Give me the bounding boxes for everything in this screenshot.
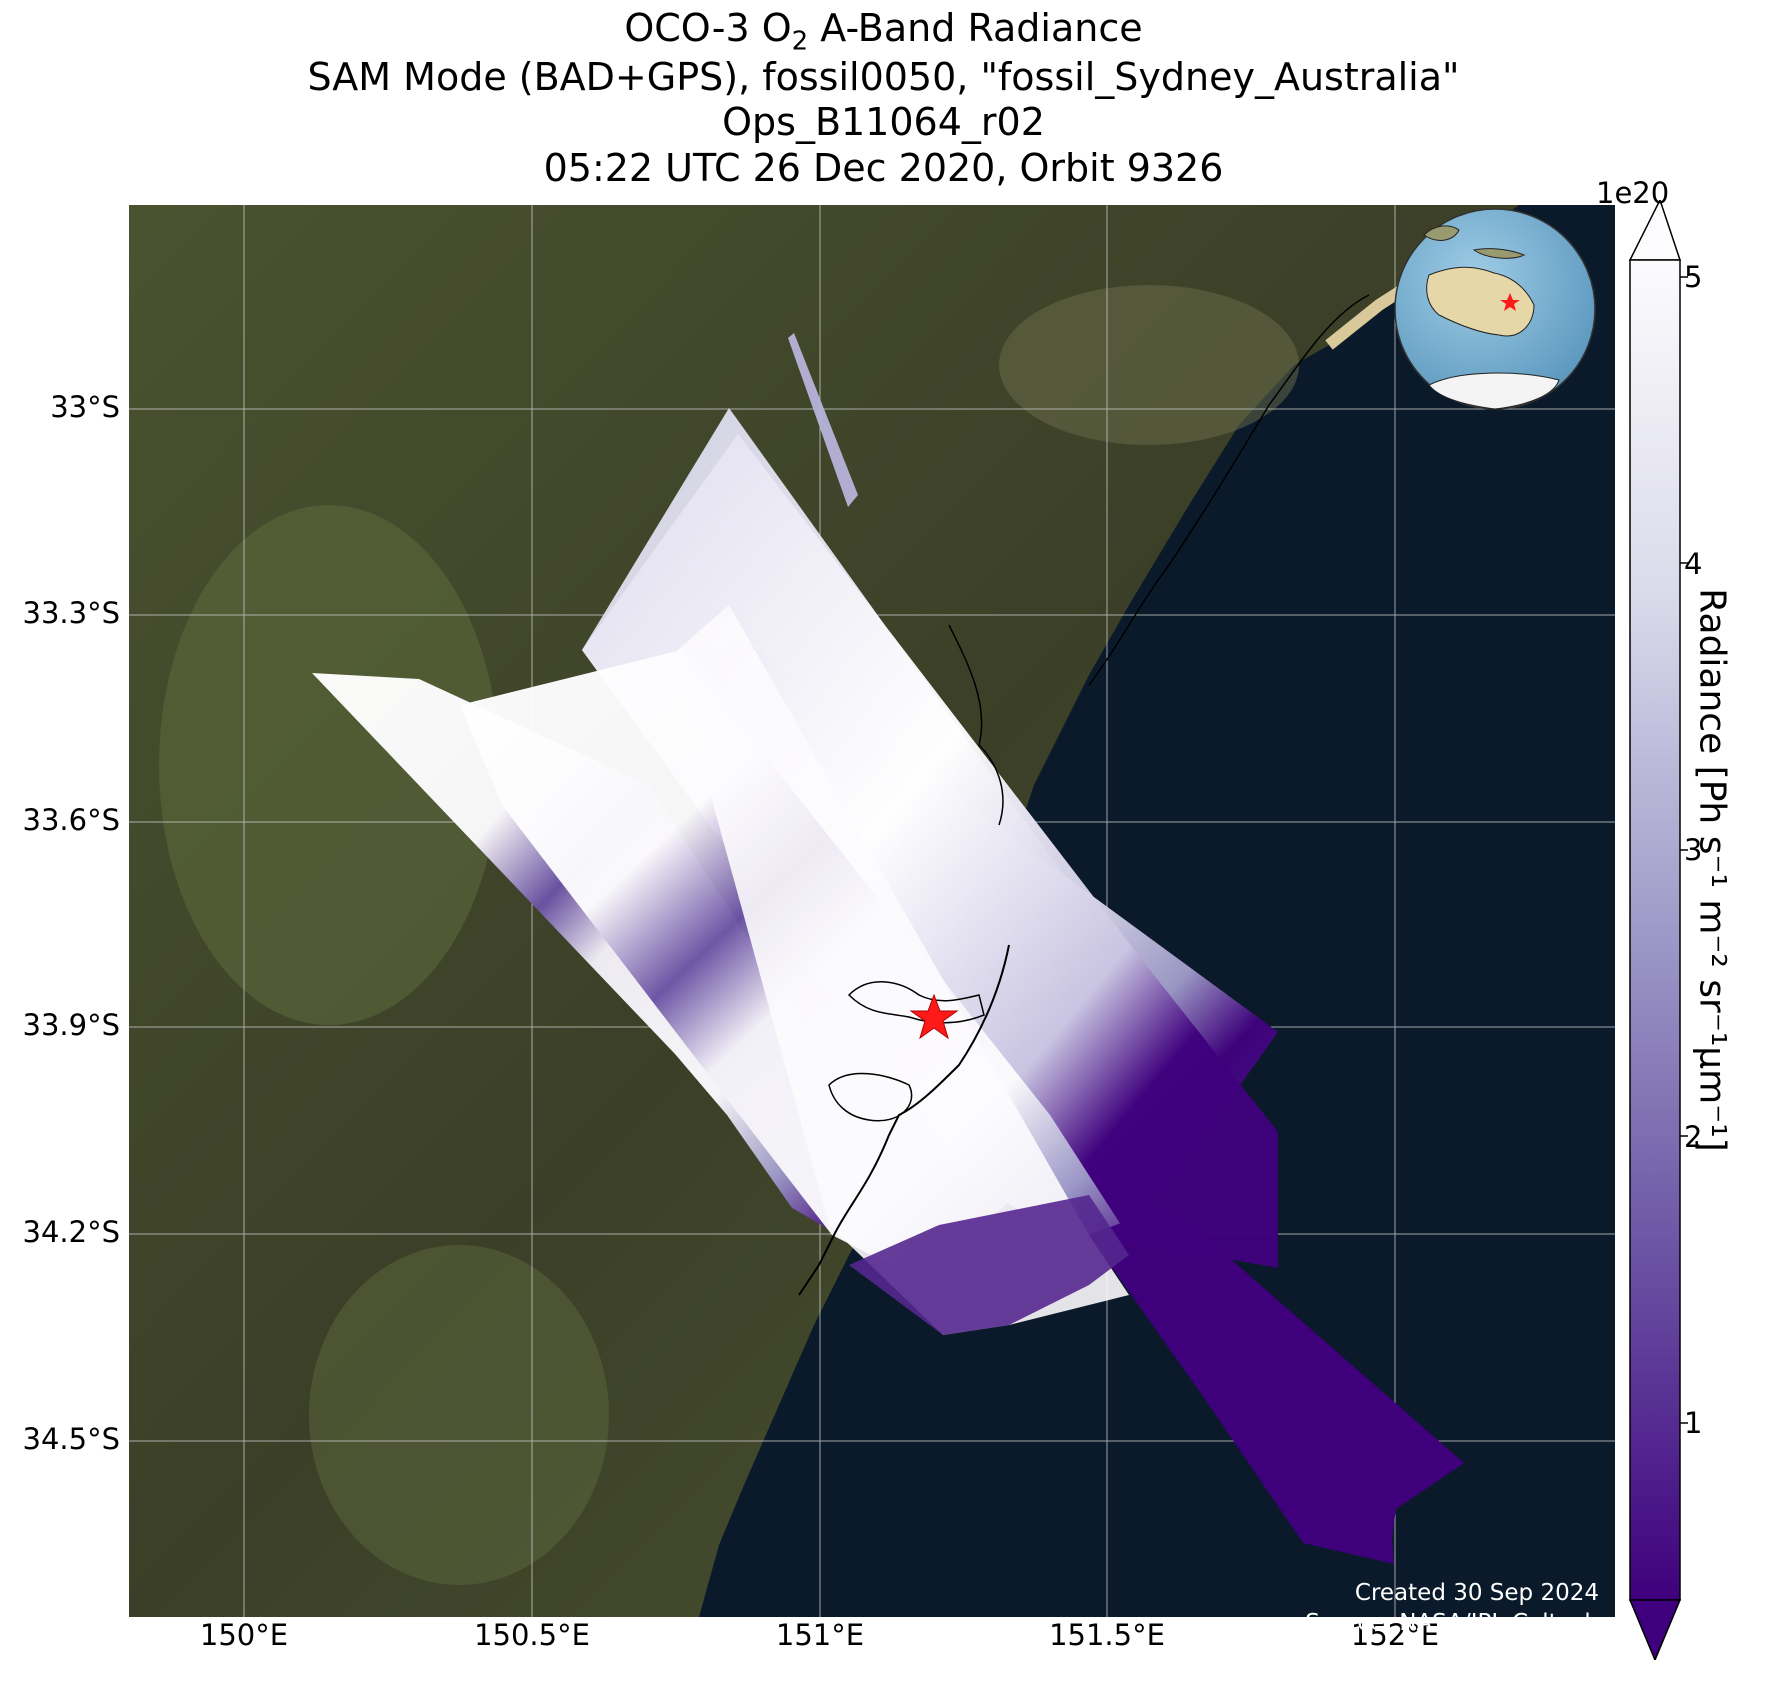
colorbar-tick-label: 2 (1684, 1120, 1703, 1154)
colorbar-tick-label: 1 (1684, 1406, 1703, 1440)
title-line-1-post: A-Band Radiance (808, 6, 1143, 50)
title-line-1-sub: 2 (791, 26, 809, 57)
lon-tick-label: 151.5°E (1049, 1618, 1165, 1652)
colorbar-bottom-extend (1628, 1599, 1682, 1660)
title-line-1-pre: OCO-3 O (624, 6, 792, 50)
title-line-3: Ops_B11064_r02 (722, 100, 1045, 144)
globe-antarctica (1428, 372, 1560, 410)
lat-tick-label: 34.2°S (22, 1215, 120, 1249)
radiance-swath-7 (672, 605, 1129, 1335)
globe-target-star-icon (1500, 293, 1520, 311)
title-line-1: OCO-3 O2 A-Band Radiance (0, 6, 1767, 64)
radiance-swath-4 (582, 434, 1278, 1268)
colorbar-label-wrap: Radiance [Ph s⁻¹ m⁻² sr⁻¹μm⁻¹] (1692, 588, 1752, 1151)
globe-asia (1423, 225, 1460, 241)
globe-inset (1394, 208, 1596, 410)
coastline (798, 944, 1010, 1296)
title-line-4: 05:22 UTC 26 Dec 2020, Orbit 9326 (543, 146, 1224, 190)
globe-australia (1426, 266, 1535, 337)
lon-tick-label: 152°E (1350, 1618, 1440, 1652)
map-panel (129, 205, 1615, 1617)
lon-tick-label: 150°E (199, 1618, 289, 1652)
radiance-swath-5 (312, 673, 849, 1235)
lon-tick-label: 151°E (775, 1618, 865, 1652)
globe-new-guinea (1472, 248, 1526, 259)
coast-north (1088, 294, 1370, 686)
source-credit: Source: NASA/JPL-Caltech (1305, 1610, 1599, 1636)
lon-tick-label: 150.5°E (474, 1618, 590, 1652)
colorbar-gradient (1629, 259, 1681, 1601)
colorbar-tick-label: 4 (1684, 547, 1703, 581)
title-line-2: SAM Mode (BAD+GPS), fossil0050, "fossil_… (307, 55, 1460, 99)
lat-tick-label: 33.9°S (22, 1008, 120, 1042)
estuary-outline (948, 624, 1004, 826)
lat-tick-label: 33.6°S (22, 803, 120, 837)
land-patch (999, 285, 1299, 445)
harbour-outline (847, 981, 985, 1024)
radiance-swath-9 (849, 1195, 1129, 1335)
land-patch (309, 1245, 609, 1585)
lat-tick-label: 34.5°S (22, 1422, 120, 1456)
radiance-swath-10 (788, 333, 858, 507)
colorbar-tick-label: 3 (1684, 833, 1703, 867)
colorbar-tick-label: 5 (1684, 260, 1703, 294)
lat-tick-label: 33.3°S (22, 596, 120, 630)
target-star-icon (909, 993, 959, 1040)
colorbar-label: Radiance [Ph s⁻¹ m⁻² sr⁻¹μm⁻¹] (1691, 588, 1733, 1152)
lat-tick-label: 33°S (50, 390, 120, 424)
radiance-swath-8 (1089, 1205, 1464, 1564)
created-date: Created 30 Sep 2024 (1354, 1580, 1599, 1606)
colorbar (1628, 200, 1688, 1660)
botany-bay-outline (828, 1072, 913, 1122)
colorbar-exponent: 1e20 (1596, 176, 1670, 210)
